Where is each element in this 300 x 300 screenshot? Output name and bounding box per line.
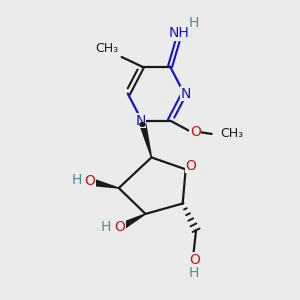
Text: H: H (189, 16, 199, 30)
Text: O: O (114, 220, 125, 234)
Text: O: O (190, 125, 201, 140)
Text: H: H (101, 220, 112, 234)
Polygon shape (94, 180, 119, 188)
Text: O: O (189, 253, 200, 267)
Text: H: H (189, 266, 200, 280)
Text: CH₃: CH₃ (95, 42, 118, 55)
Text: NH: NH (168, 26, 189, 40)
Text: O: O (186, 159, 196, 173)
Text: H: H (71, 173, 82, 187)
Text: N: N (181, 86, 191, 100)
Text: O: O (85, 174, 95, 188)
Polygon shape (139, 120, 152, 158)
Polygon shape (123, 214, 146, 228)
Text: CH₃: CH₃ (220, 128, 243, 140)
Text: N: N (135, 114, 146, 128)
